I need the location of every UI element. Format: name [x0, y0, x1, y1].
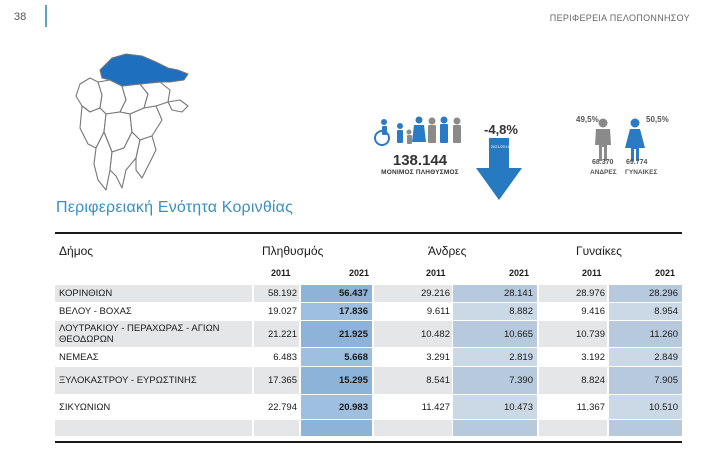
table-bottom-rule — [55, 441, 682, 443]
men-2011: 3.291 — [374, 348, 452, 366]
women-2021: 10.510 — [609, 395, 682, 419]
men-2021: 28.141 — [453, 285, 537, 302]
women-2021: 2.849 — [609, 348, 682, 366]
women-2011: 28.976 — [539, 285, 607, 302]
table-row — [55, 420, 682, 436]
population-2011: 22.794 — [254, 395, 299, 419]
gender-summary: 49,5% 50,5% 68.370 69.774 ΑΝΔΡΕΣ ΓΥΝΑΙΚΕ… — [570, 114, 680, 184]
section-title: Περιφερειακή Ενότητα Κορινθίας — [56, 199, 294, 216]
women-2011: 8.824 — [539, 367, 607, 394]
change-value: -4,8% — [484, 122, 518, 137]
men-2011: 29.216 — [374, 285, 452, 302]
population-change: -4,8% — [476, 122, 526, 202]
table-row: ΞΥΛΟΚΑΣΤΡΟΥ - ΕΥΡΩΣΤΙΝΗΣ 17.365 15.295 8… — [55, 367, 682, 394]
female-count: 69.774 — [626, 159, 648, 166]
women-2011: 9.416 — [539, 303, 607, 320]
column-header-population: Πληθυσμός — [262, 244, 324, 258]
women-2021: 7.905 — [609, 367, 682, 394]
population-2011: 58.192 — [254, 285, 299, 302]
male-percent: 49,5% — [576, 115, 599, 124]
population-2021: 5.668 — [301, 348, 372, 366]
men-2021: 8.882 — [453, 303, 537, 320]
women-2011: 10.739 — [539, 321, 607, 347]
population-2021 — [301, 420, 372, 436]
population-2011: 17.365 — [254, 367, 299, 394]
page-divider — [45, 5, 47, 27]
municipality-name: ΚΟΡΙΝΘΙΩΝ — [55, 285, 252, 302]
men-2011: 11.427 — [374, 395, 452, 419]
municipality-name: ΝΕΜΕΑΣ — [55, 348, 252, 366]
down-arrow-icon — [476, 138, 522, 200]
women-2011: 11.367 — [539, 395, 607, 419]
male-label: ΑΝΔΡΕΣ — [590, 169, 617, 176]
men-2011: 9.611 — [374, 303, 452, 320]
year-header: 2021 — [349, 268, 370, 278]
men-2021: 2.819 — [453, 348, 537, 366]
region-header: ΠΕΡΙΦΕΡΕΙΑ ΠΕΛΟΠΟΝΝΗΣΟΥ — [549, 13, 690, 23]
women-2021 — [609, 420, 682, 436]
men-2011 — [374, 420, 452, 436]
year-header: 2021 — [509, 268, 530, 278]
population-2011: 19.027 — [254, 303, 299, 320]
population-2021: 20.983 — [301, 395, 372, 419]
women-2011: 3.192 — [539, 348, 607, 366]
people-group-icon — [374, 116, 461, 146]
municipality-name: ΛΟΥΤΡΑΚΙΟΥ - ΠΕΡΑΧΩΡΑΣ - ΑΓΙΩΝ ΘΕΟΔΩΡΩΝ — [55, 321, 252, 347]
table-row: ΣΙΚΥΩΝΙΩΝ 22.794 20.983 11.427 10.473 11… — [55, 395, 682, 419]
male-count: 68.370 — [592, 159, 614, 166]
table-row: ΝΕΜΕΑΣ 6.483 5.668 3.291 2.819 3.192 2.8… — [55, 348, 682, 366]
year-header: 2011 — [271, 268, 291, 278]
peloponnese-map — [75, 53, 189, 191]
men-2021: 7.390 — [453, 367, 537, 394]
population-2011: 6.483 — [254, 348, 299, 366]
page-number: 38 — [14, 11, 27, 23]
population-2011 — [254, 420, 299, 436]
municipality-name: ΞΥΛΟΚΑΣΤΡΟΥ - ΕΥΡΩΣΤΙΝΗΣ — [55, 367, 252, 394]
men-2021: 10.665 — [453, 321, 537, 347]
female-icon — [625, 118, 645, 161]
table-row: ΚΟΡΙΝΘΙΩΝ 58.192 56.437 29.216 28.141 28… — [55, 285, 682, 302]
table-row: ΛΟΥΤΡΑΚΙΟΥ - ΠΕΡΑΧΩΡΑΣ - ΑΓΙΩΝ ΘΕΟΔΩΡΩΝ … — [55, 321, 682, 347]
year-header: 2021 — [655, 268, 676, 278]
table-row: ΒΕΛΟΥ - ΒΟΧΑΣ 19.027 17.836 9.611 8.882 … — [55, 303, 682, 320]
change-period: 2021/2011 — [490, 144, 510, 149]
population-2021: 17.836 — [301, 303, 372, 320]
year-header: 2011 — [426, 268, 446, 278]
men-2021: 10.473 — [453, 395, 537, 419]
male-icon — [595, 118, 611, 161]
municipality-name: ΒΕΛΟΥ - ΒΟΧΑΣ — [55, 303, 252, 320]
municipality-name: ΣΙΚΥΩΝΙΩΝ — [55, 395, 252, 419]
column-header-men: Άνδρες — [428, 244, 467, 258]
women-2011 — [539, 420, 607, 436]
men-2021 — [453, 420, 537, 436]
women-2021: 11.260 — [609, 321, 682, 347]
women-2021: 28.296 — [609, 285, 682, 302]
population-summary: 138.144 ΜΟΝΙΜΟΣ ΠΛΗΘΥΣΜΟΣ — [370, 112, 470, 176]
year-header: 2011 — [582, 268, 602, 278]
population-label: ΜΟΝΙΜΟΣ ΠΛΗΘΥΣΜΟΣ — [381, 169, 459, 176]
female-percent: 50,5% — [646, 115, 669, 124]
column-header-dimos: Δήμος — [59, 244, 94, 258]
men-2011: 10.482 — [374, 321, 452, 347]
female-label: ΓΥΝΑΙΚΕΣ — [625, 169, 658, 176]
women-2021: 8.954 — [609, 303, 682, 320]
population-value: 138.144 — [392, 152, 448, 169]
population-2011: 21.221 — [254, 321, 299, 347]
table-top-rule — [55, 232, 682, 234]
population-2021: 21.925 — [301, 321, 372, 347]
population-2021: 56.437 — [301, 285, 372, 302]
municipality-name — [55, 420, 252, 436]
population-2021: 15.295 — [301, 367, 372, 394]
column-header-women: Γυναίκες — [576, 244, 622, 258]
men-2011: 8.541 — [374, 367, 452, 394]
